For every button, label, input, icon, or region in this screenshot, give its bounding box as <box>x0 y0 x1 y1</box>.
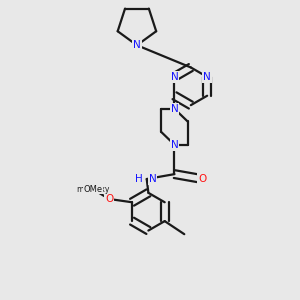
Text: O: O <box>198 174 206 184</box>
Text: OMe: OMe <box>83 185 102 194</box>
Text: N: N <box>171 72 178 82</box>
Text: N: N <box>203 72 211 82</box>
Text: N: N <box>149 174 157 184</box>
Text: methoxy: methoxy <box>76 185 110 194</box>
Text: N: N <box>133 40 141 50</box>
Text: N: N <box>171 104 178 114</box>
Text: O: O <box>105 194 113 204</box>
Text: N: N <box>171 140 178 150</box>
Text: H: H <box>135 174 142 184</box>
